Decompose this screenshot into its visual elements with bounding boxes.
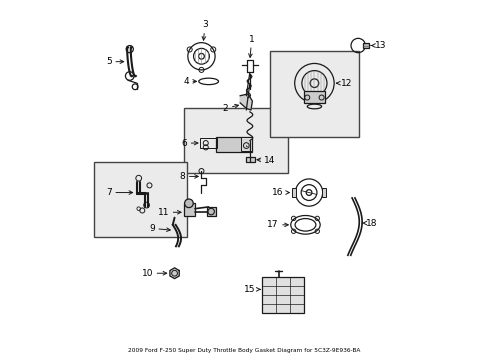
Bar bbox=[262, 277, 303, 313]
Text: 6: 6 bbox=[181, 139, 198, 148]
Bar bbox=[215, 137, 251, 152]
Text: 2009 Ford F-250 Super Duty Throttle Body Gasket Diagram for 5C3Z-9E936-BA: 2009 Ford F-250 Super Duty Throttle Body… bbox=[128, 348, 360, 353]
Bar bbox=[291, 188, 296, 197]
Bar bbox=[362, 43, 368, 48]
Bar bbox=[183, 108, 287, 173]
Text: 3: 3 bbox=[202, 21, 207, 40]
Circle shape bbox=[184, 199, 193, 208]
Text: 1: 1 bbox=[248, 35, 254, 57]
Text: 2: 2 bbox=[222, 104, 238, 113]
Text: 9: 9 bbox=[149, 224, 170, 233]
Polygon shape bbox=[240, 94, 252, 110]
Text: 4: 4 bbox=[183, 77, 196, 86]
Text: 8: 8 bbox=[179, 172, 198, 181]
Bar bbox=[183, 203, 195, 216]
Text: 16: 16 bbox=[272, 188, 289, 197]
Text: 7: 7 bbox=[106, 188, 132, 197]
Text: 18: 18 bbox=[362, 219, 377, 228]
Text: 14: 14 bbox=[257, 156, 275, 165]
Text: 15: 15 bbox=[243, 285, 260, 294]
Bar bbox=[241, 136, 251, 151]
Polygon shape bbox=[169, 268, 179, 279]
Text: 13: 13 bbox=[370, 41, 386, 50]
Bar bbox=[303, 91, 325, 103]
Bar bbox=[94, 162, 187, 237]
Bar bbox=[269, 51, 359, 137]
Text: 10: 10 bbox=[141, 269, 166, 278]
Bar bbox=[206, 207, 215, 216]
Text: 17: 17 bbox=[266, 220, 288, 229]
Bar bbox=[200, 138, 216, 148]
Text: 5: 5 bbox=[106, 57, 123, 66]
Bar bbox=[321, 188, 325, 197]
Text: 11: 11 bbox=[157, 208, 181, 217]
Bar bbox=[245, 157, 254, 162]
Text: 12: 12 bbox=[336, 79, 352, 88]
